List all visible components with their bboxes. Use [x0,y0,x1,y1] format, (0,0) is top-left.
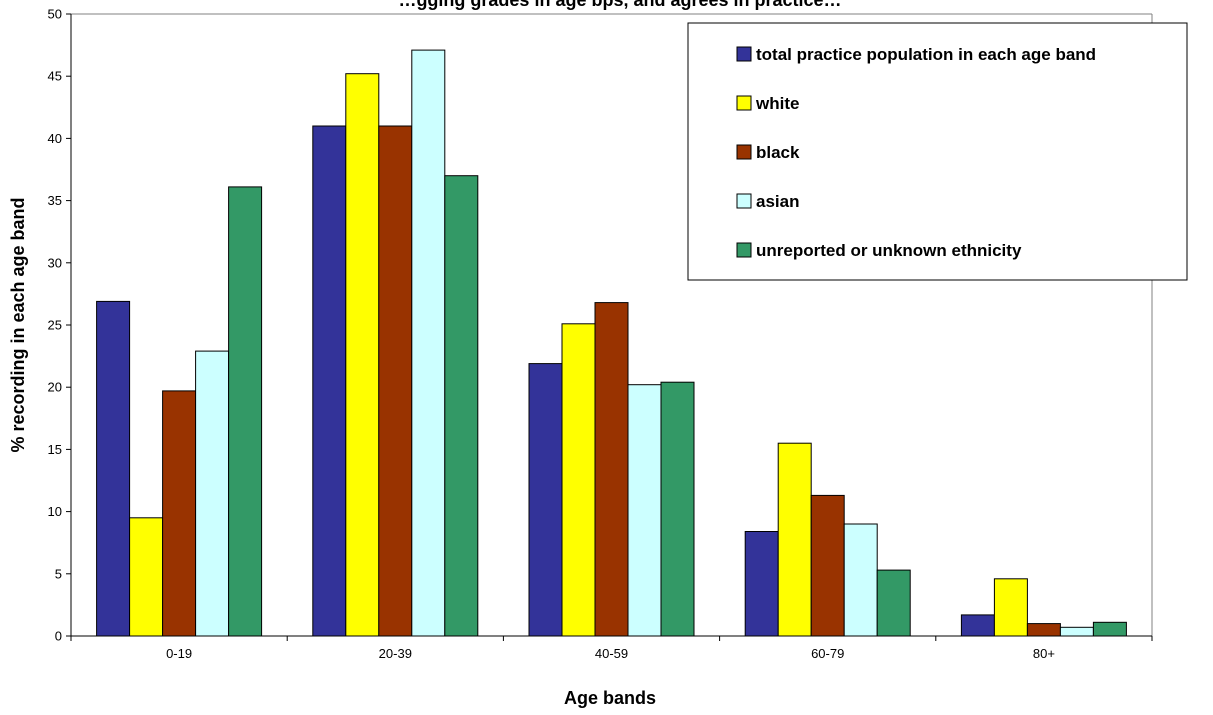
bar-1-60-79 [744,531,779,637]
legend-label-3: black [756,143,800,162]
legend-swatch-2 [736,95,752,111]
y-tick-label: 0 [55,629,62,644]
y-tick-label: 25 [48,318,62,333]
x-axis: 0-19 20-39 40-59 60-79 80+ [70,635,1153,661]
x-tick-label-40-59: 40-59 [595,646,628,661]
legend-label-2: white [755,94,799,113]
legend-swatch-3 [736,144,752,160]
bar-5-60-79 [876,569,911,637]
bar-5-0-19 [228,186,263,637]
bar-5-20-39 [444,175,479,637]
bar-1-20-39 [312,125,347,637]
y-axis: 0 5 10 15 20 25 30 35 40 45 50 [48,7,72,644]
bar-3-0-19 [162,390,197,637]
x-tick-label-0-19: 0-19 [166,646,192,661]
bar-2-40-59 [561,323,596,637]
bar-2-60-79 [777,442,812,637]
bar-1-80+ [960,614,995,637]
y-tick-label: 20 [48,380,62,395]
bar-4-0-19 [195,350,230,637]
legend-label-4: asian [756,192,799,211]
bar-3-40-59 [594,302,629,637]
x-tick-label-20-39: 20-39 [379,646,412,661]
y-tick-label: 5 [55,566,62,581]
y-tick-label: 40 [48,131,62,146]
y-tick-label: 50 [48,7,62,22]
bar-3-60-79 [810,494,845,637]
bar-2-20-39 [345,73,380,637]
y-tick-label: 45 [48,69,62,84]
legend-label-1: total practice population in each age ba… [756,45,1096,64]
x-axis-title: Age bands [564,688,656,708]
x-tick-label-60-79: 60-79 [811,646,844,661]
legend-box [687,22,1188,281]
bar-5-80+ [1092,621,1127,637]
y-tick-label: 10 [48,504,62,519]
bar-1-40-59 [528,363,563,637]
y-tick-label: 35 [48,193,62,208]
bar-2-80+ [993,578,1028,637]
bar-4-40-59 [627,384,662,637]
legend-swatch-5 [736,242,752,258]
legend-swatch-1 [736,46,752,62]
legend-swatch-4 [736,193,752,209]
bar-4-60-79 [843,523,878,637]
y-axis-title: % recording in each age band [8,197,28,452]
plot-area [71,13,1153,637]
bar-2-0-19 [129,517,164,637]
bar-4-80+ [1059,626,1094,637]
legend: total practice population in each age ba… [687,22,1188,281]
chart-title: …gging grades in age bps, and agrees in … [398,0,841,10]
bar-3-80+ [1026,623,1061,637]
legend-label-5: unreported or unknown ethnicity [756,241,1022,260]
bar-3-20-39 [378,125,413,637]
bar-5-40-59 [660,381,695,637]
bar-4-20-39 [411,49,446,637]
y-tick-label: 30 [48,255,62,270]
bar-1-0-19 [96,300,131,637]
y-tick-label: 15 [48,442,62,457]
x-tick-label-80+: 80+ [1033,646,1055,661]
